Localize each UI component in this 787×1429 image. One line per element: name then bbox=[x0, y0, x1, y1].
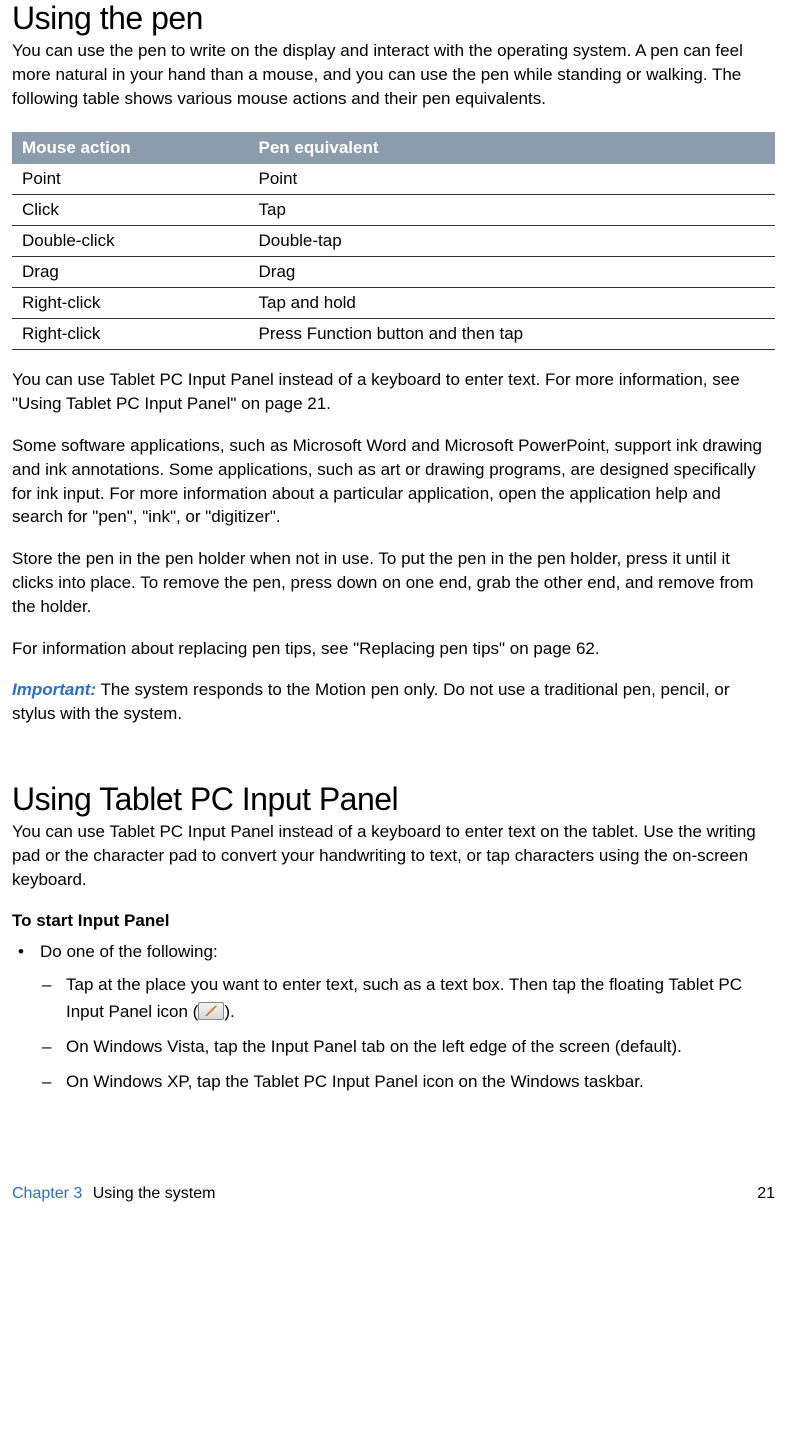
cell-mouse: Drag bbox=[12, 257, 249, 288]
table-row: Drag Drag bbox=[12, 257, 775, 288]
cell-pen: Point bbox=[249, 164, 775, 195]
input-panel-icon bbox=[198, 1002, 224, 1020]
cell-mouse: Click bbox=[12, 195, 249, 226]
mouse-pen-table: Mouse action Pen equivalent Point Point … bbox=[12, 132, 775, 350]
subhead-start-input-panel: To start Input Panel bbox=[12, 909, 775, 933]
footer-page-number: 21 bbox=[757, 1185, 775, 1203]
paragraph-input-panel-ref: You can use Tablet PC Input Panel instea… bbox=[12, 368, 775, 416]
heading-input-panel: Using Tablet PC Input Panel bbox=[12, 781, 775, 818]
dash-item-text-b: ). bbox=[224, 1002, 234, 1021]
important-label: Important: bbox=[12, 680, 96, 699]
paragraph-pen-holder: Store the pen in the pen holder when not… bbox=[12, 547, 775, 618]
table-row: Right-click Tap and hold bbox=[12, 288, 775, 319]
heading-using-the-pen: Using the pen bbox=[12, 0, 775, 37]
important-note: Important: The system responds to the Mo… bbox=[12, 678, 775, 726]
cell-pen: Press Function button and then tap bbox=[249, 319, 775, 350]
intro-paragraph-1: You can use the pen to write on the disp… bbox=[12, 39, 775, 110]
dash-item-text-a: Tap at the place you want to enter text,… bbox=[66, 975, 742, 1021]
cell-pen: Drag bbox=[249, 257, 775, 288]
cell-pen: Double-tap bbox=[249, 226, 775, 257]
cell-mouse: Double-click bbox=[12, 226, 249, 257]
important-text: The system responds to the Motion pen on… bbox=[12, 680, 730, 723]
cell-mouse: Right-click bbox=[12, 288, 249, 319]
cell-pen: Tap and hold bbox=[249, 288, 775, 319]
intro-paragraph-2: You can use Tablet PC Input Panel instea… bbox=[12, 820, 775, 891]
table-header-pen: Pen equivalent bbox=[249, 132, 775, 164]
list-item: On Windows Vista, tap the Input Panel ta… bbox=[40, 1033, 775, 1060]
footer-chapter: Chapter 3 bbox=[12, 1185, 82, 1202]
bullet-main-text: Do one of the following: bbox=[40, 942, 218, 961]
table-row: Right-click Press Function button and th… bbox=[12, 319, 775, 350]
table-row: Point Point bbox=[12, 164, 775, 195]
cell-mouse: Right-click bbox=[12, 319, 249, 350]
table-row: Click Tap bbox=[12, 195, 775, 226]
cell-mouse: Point bbox=[12, 164, 249, 195]
list-item: Tap at the place you want to enter text,… bbox=[40, 971, 775, 1025]
list-item: On Windows XP, tap the Tablet PC Input P… bbox=[40, 1068, 775, 1095]
cell-pen: Tap bbox=[249, 195, 775, 226]
paragraph-replacing-tips: For information about replacing pen tips… bbox=[12, 637, 775, 661]
page-footer: Chapter 3 Using the system 21 bbox=[0, 1125, 787, 1223]
table-row: Double-click Double-tap bbox=[12, 226, 775, 257]
footer-title: Using the system bbox=[93, 1185, 216, 1202]
list-item: Do one of the following: Tap at the plac… bbox=[12, 939, 775, 1095]
paragraph-ink-apps: Some software applications, such as Micr… bbox=[12, 434, 775, 529]
table-header-mouse: Mouse action bbox=[12, 132, 249, 164]
